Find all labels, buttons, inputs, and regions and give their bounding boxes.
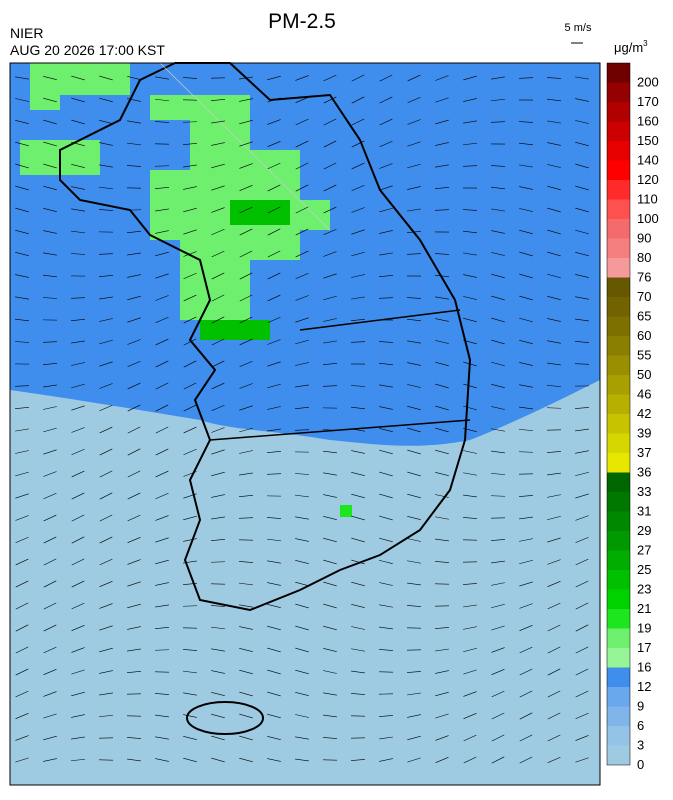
colorbar-segment <box>607 141 630 161</box>
colorbar-segment <box>607 629 630 649</box>
colorbar-segment <box>607 258 630 278</box>
colorbar-segment <box>607 414 630 434</box>
colorbar-label: 12 <box>637 679 651 694</box>
colorbar-label: 160 <box>637 114 659 129</box>
timestamp: AUG 20 2026 17:00 KST <box>10 42 165 58</box>
colorbar-label: 55 <box>637 348 651 363</box>
title: PM-2.5 <box>268 10 336 33</box>
unit: μg/m3 <box>614 39 648 55</box>
colorbar-label: 170 <box>637 94 659 109</box>
colorbar-label: 90 <box>637 231 651 246</box>
colorbar-label: 65 <box>637 309 651 324</box>
colorbar-segment <box>607 395 630 415</box>
colorbar-segment <box>607 570 630 590</box>
colorbar-label: 23 <box>637 582 651 597</box>
colorbar-segment <box>607 531 630 551</box>
colorbar-segment <box>607 219 630 239</box>
colorbar-label: 70 <box>637 289 651 304</box>
colorbar-segment <box>607 122 630 142</box>
colorbar-label: 76 <box>637 270 651 285</box>
colorbar-label: 140 <box>637 153 659 168</box>
colorbar: 0369121617192123252729313336373942465055… <box>607 63 659 772</box>
colorbar-label: 39 <box>637 426 651 441</box>
colorbar-segment <box>607 278 630 298</box>
colorbar-segment <box>607 687 630 707</box>
colorbar-segment <box>607 83 630 103</box>
colorbar-segment <box>607 609 630 629</box>
colorbar-label: 37 <box>637 445 651 460</box>
colorbar-label: 21 <box>637 601 651 616</box>
colorbar-label: 6 <box>637 718 644 733</box>
colorbar-label: 150 <box>637 133 659 148</box>
colorbar-label: 19 <box>637 621 651 636</box>
colorbar-segment <box>607 239 630 259</box>
colorbar-label: 110 <box>637 192 658 207</box>
colorbar-segment <box>607 375 630 395</box>
colorbar-label: 31 <box>637 504 651 519</box>
colorbar-segment <box>607 726 630 746</box>
colorbar-label: 16 <box>637 660 651 675</box>
colorbar-segment <box>607 63 630 83</box>
colorbar-segment <box>607 102 630 122</box>
colorbar-label: 0 <box>637 757 644 772</box>
unit-exp: 3 <box>643 39 648 48</box>
colorbar-label: 17 <box>637 640 651 655</box>
wind-scale-label: 5 m/s <box>565 22 592 34</box>
colorbar-label: 60 <box>637 328 651 343</box>
colorbar-label: 80 <box>637 250 651 265</box>
colorbar-segment <box>607 648 630 668</box>
colorbar-segment <box>607 707 630 727</box>
colorbar-label: 9 <box>637 699 644 714</box>
colorbar-label: 120 <box>637 172 659 187</box>
colorbar-label: 36 <box>637 465 651 480</box>
colorbar-label: 33 <box>637 484 651 499</box>
colorbar-label: 29 <box>637 523 651 538</box>
colorbar-segment <box>607 200 630 220</box>
colorbar-segment <box>607 297 630 317</box>
colorbar-segment <box>607 668 630 688</box>
colorbar-label: 200 <box>637 75 659 90</box>
colorbar-segment <box>607 356 630 376</box>
colorbar-segment <box>607 746 630 766</box>
map <box>10 63 600 785</box>
colorbar-segment <box>607 161 630 181</box>
colorbar-segment <box>607 473 630 493</box>
colorbar-label: 42 <box>637 406 651 421</box>
colorbar-label: 50 <box>637 367 651 382</box>
colorbar-segment <box>607 317 630 337</box>
colorbar-label: 46 <box>637 387 651 402</box>
colorbar-segment <box>607 453 630 473</box>
pm-zone-local <box>340 505 352 517</box>
colorbar-label: 100 <box>637 211 659 226</box>
colorbar-label: 25 <box>637 562 651 577</box>
colorbar-segment <box>607 551 630 571</box>
colorbar-segment <box>607 180 630 200</box>
colorbar-segment <box>607 434 630 454</box>
colorbar-segment <box>607 512 630 532</box>
unit-text: μg/m <box>614 40 643 55</box>
colorbar-segment <box>607 336 630 356</box>
colorbar-segment <box>607 492 630 512</box>
colorbar-label: 3 <box>637 738 644 753</box>
colorbar-label: 27 <box>637 543 651 558</box>
source: NIER <box>10 25 43 41</box>
colorbar-segment <box>607 590 630 610</box>
